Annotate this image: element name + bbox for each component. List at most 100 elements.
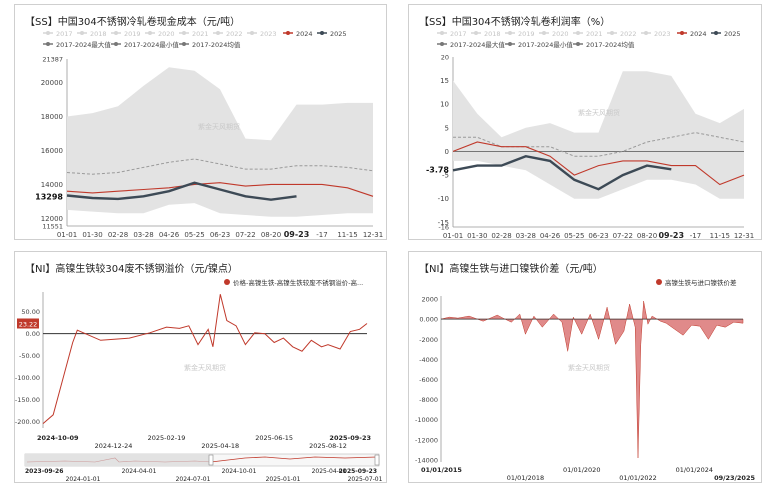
y-max-label: 20: [441, 54, 449, 62]
legend-marker: [182, 31, 186, 35]
watermark: 紫金天风期货: [568, 363, 610, 372]
x-tick-label: 11-15: [710, 232, 730, 240]
legend-label: 高镍生铁与进口镍铁价差: [665, 278, 737, 287]
legend-marker: [320, 31, 324, 35]
legend-marker: [148, 31, 152, 35]
navigator-handle: [374, 454, 380, 466]
y-min-label: 11551: [42, 223, 63, 231]
navigator-tick-label: 2024-04-01: [122, 468, 157, 475]
x-tick-label: 01-01: [57, 231, 77, 239]
legend-label: 2020: [158, 30, 175, 38]
legend-marker: [610, 31, 614, 35]
x-tick-label: 01/01/2020: [563, 466, 600, 474]
x-tick-label: 04-26: [159, 231, 180, 239]
y-tick-label: 12000: [41, 215, 63, 223]
x-tick-label: 03-28: [516, 232, 536, 240]
chart-title: 【NI】高镍生铁与进口镍铁价差（元/吨）: [419, 264, 603, 275]
y-tick-label: -5: [442, 172, 449, 180]
navigator-unselected: [25, 454, 211, 466]
chart-title: 【SS】中国304不锈钢冷轧卷现金成本（元/吨）: [25, 17, 241, 28]
legend-label: 2019: [518, 30, 535, 38]
x-tick-label: 09-23: [658, 231, 684, 240]
y-max-label: 21387: [42, 56, 63, 64]
navigator-line: [210, 456, 378, 463]
legend-label: 2021: [192, 30, 209, 38]
legend-marker: [508, 31, 512, 35]
legend-marker: [542, 31, 546, 35]
legend-label: 2017-2024最小值: [518, 40, 573, 49]
y-tick-label: 16000: [41, 147, 63, 155]
chart-panel-ni-premium: 【NI】高镍生铁较304废不锈钢溢价（元/镍点） 价格-高镍生铁-高镍生铁较废不…: [14, 251, 387, 483]
x-tick-label: 02-28: [108, 231, 128, 239]
y-tick-label: -8000: [419, 396, 438, 404]
x-tick-label: 01/01/2018: [507, 474, 544, 482]
x-tick-label: 01-01: [443, 232, 463, 240]
navigator-tick-label: 2024-01-01: [66, 476, 101, 483]
chart-ni-spread: 高镍生铁与进口镍铁价差 -14000 -12000 -10000 -8000 -6000 -…: [415, 278, 756, 482]
legend-marker: [576, 31, 580, 35]
legend-label: 2023: [260, 30, 277, 38]
legend-label: 价格-高镍生铁-高镍生铁较废不锈钢溢价-高...: [233, 278, 363, 287]
y-tick-label: 0.00: [26, 330, 40, 338]
watermark: 紫金天风期货: [184, 363, 226, 372]
x-tick-label: 01-30: [467, 232, 487, 240]
y-tick-label: 18000: [41, 113, 63, 121]
chart-ni-premium: 价格-高镍生铁-高镍生铁较废不锈钢溢价-高... -200.00 -150.00 -1…: [15, 278, 383, 483]
x-tick-label: 01/01/2022: [619, 474, 656, 482]
legend-label: 2021: [586, 30, 603, 38]
y-tick-label: -14000: [415, 456, 438, 464]
y-tick-label: 14000: [41, 181, 63, 189]
legend-label: 2018: [484, 30, 501, 38]
chart-panel-ss-margin: 【SS】中国304不锈钢冷轧卷利润率（%） 2017 2018 2019 2020 20…: [408, 4, 762, 240]
series-2025-line: [66, 181, 297, 201]
legend-label: 2025: [724, 30, 741, 38]
x-tick-label: 04-26: [540, 232, 561, 240]
x-tick-label: 09-23: [284, 230, 310, 239]
x-tick-label: 03-28: [133, 231, 153, 239]
chart-title: 【NI】高镍生铁较304废不锈钢溢价（元/镍点）: [25, 264, 238, 275]
legend-label: 2022: [226, 30, 243, 38]
y-tick-label: 0: [445, 148, 449, 156]
y-tick-label: -12000: [415, 436, 438, 444]
legend-marker: [714, 31, 718, 35]
legend-marker: [216, 31, 220, 35]
x-tick-label: 12-31: [363, 231, 383, 239]
legend-label: 2022: [620, 30, 637, 38]
y-tick-label: -200.00: [15, 418, 40, 426]
y-tick-label: -2000: [419, 336, 438, 344]
legend-label: 2024: [690, 30, 707, 38]
legend-label: 2017-2024最小值: [124, 40, 179, 49]
series-mean-line: [66, 158, 374, 175]
legend-marker: [474, 31, 478, 35]
minmax-band: [67, 67, 373, 217]
legend-label: 2017: [450, 30, 467, 38]
navigator-line: [26, 457, 212, 463]
y-tick-label: 5: [445, 124, 449, 132]
legend-label: 2023: [654, 30, 671, 38]
legend-marker: [46, 42, 50, 46]
legend-label: 2017-2024均值: [192, 40, 241, 49]
series-2024-line: [66, 182, 374, 197]
x-tick-label: 2025-09-23: [329, 434, 371, 442]
chart-panel-ni-spread: 【NI】高镍生铁与进口镍铁价差（元/吨） 高镍生铁与进口镍铁价差 -14000 -1…: [408, 251, 762, 483]
navigator-tick-label: 2025-09-23: [339, 468, 377, 475]
legend-label: 2019: [124, 30, 141, 38]
legend-marker: [286, 31, 290, 35]
premium-line: [42, 294, 368, 424]
y-tick-label: -100.00: [15, 374, 40, 382]
y-tick-label: 50.00: [21, 308, 40, 316]
legend-marker: [680, 31, 684, 35]
legend-marker: [440, 42, 444, 46]
y-min-label: -16: [438, 224, 449, 232]
x-tick-label: 01/01/2015: [421, 466, 462, 474]
watermark: 紫金天风期货: [578, 108, 620, 117]
legend-label: 2017-2024均值: [586, 40, 635, 49]
legend-marker: [508, 42, 512, 46]
x-tick-label: 2025-04-18: [201, 442, 239, 450]
last-value-label: -3.78: [426, 165, 449, 174]
x-tick-label: 11-15: [337, 231, 357, 239]
y-tick-label: 15: [440, 77, 449, 85]
y-tick-label: -10000: [415, 416, 438, 424]
legend-label: 2017: [56, 30, 73, 38]
x-tick-label: 09/23/2025: [714, 474, 755, 482]
